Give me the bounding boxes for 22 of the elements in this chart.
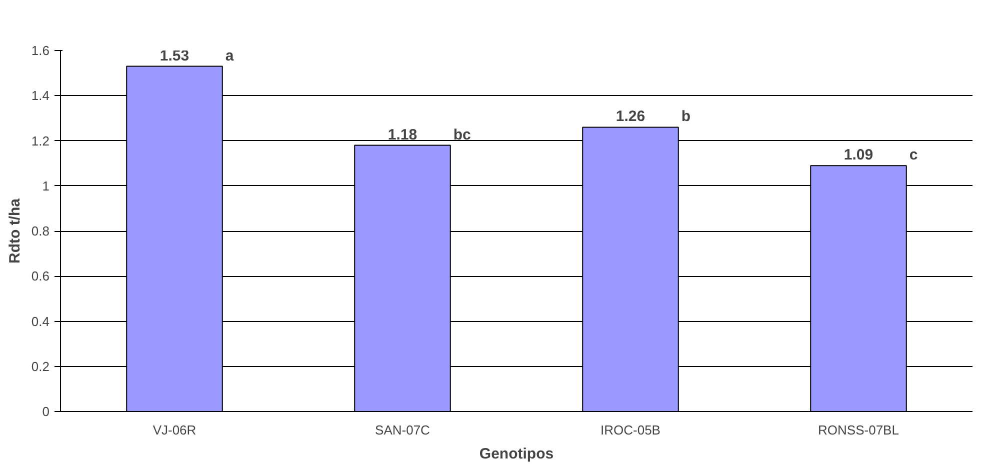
- y-axis-title: Rdto t/ha: [6, 198, 24, 264]
- y-tick-label: 0: [42, 404, 50, 419]
- y-tick-label: 1.2: [31, 133, 50, 148]
- y-tick-label: 0.8: [31, 224, 50, 238]
- annotation: c: [909, 146, 918, 164]
- x-tick-label: RONSS-07BL: [818, 422, 899, 438]
- data-label: 1.09: [844, 146, 874, 164]
- y-tick-label: 0.4: [31, 314, 50, 329]
- annotation: a: [225, 47, 234, 64]
- data-label: 1.18: [388, 126, 418, 144]
- x-tick-label: VJ-06R: [152, 422, 196, 438]
- y-tick-label: 0.2: [31, 358, 50, 374]
- data-label: 1.26: [616, 108, 646, 126]
- annotation: b: [681, 108, 691, 126]
- y-tick-label: 1.4: [31, 88, 50, 104]
- y-tick-label: 0.6: [31, 268, 50, 284]
- annotation: bc: [453, 126, 471, 144]
- y-tick-label: 1: [42, 178, 50, 194]
- y-tick-label: 1.6: [31, 43, 50, 58]
- x-axis-title: Genotipos: [479, 446, 554, 462]
- x-tick-label: SAN-07C: [375, 422, 430, 438]
- x-tick-label: IROC-05B: [600, 422, 660, 438]
